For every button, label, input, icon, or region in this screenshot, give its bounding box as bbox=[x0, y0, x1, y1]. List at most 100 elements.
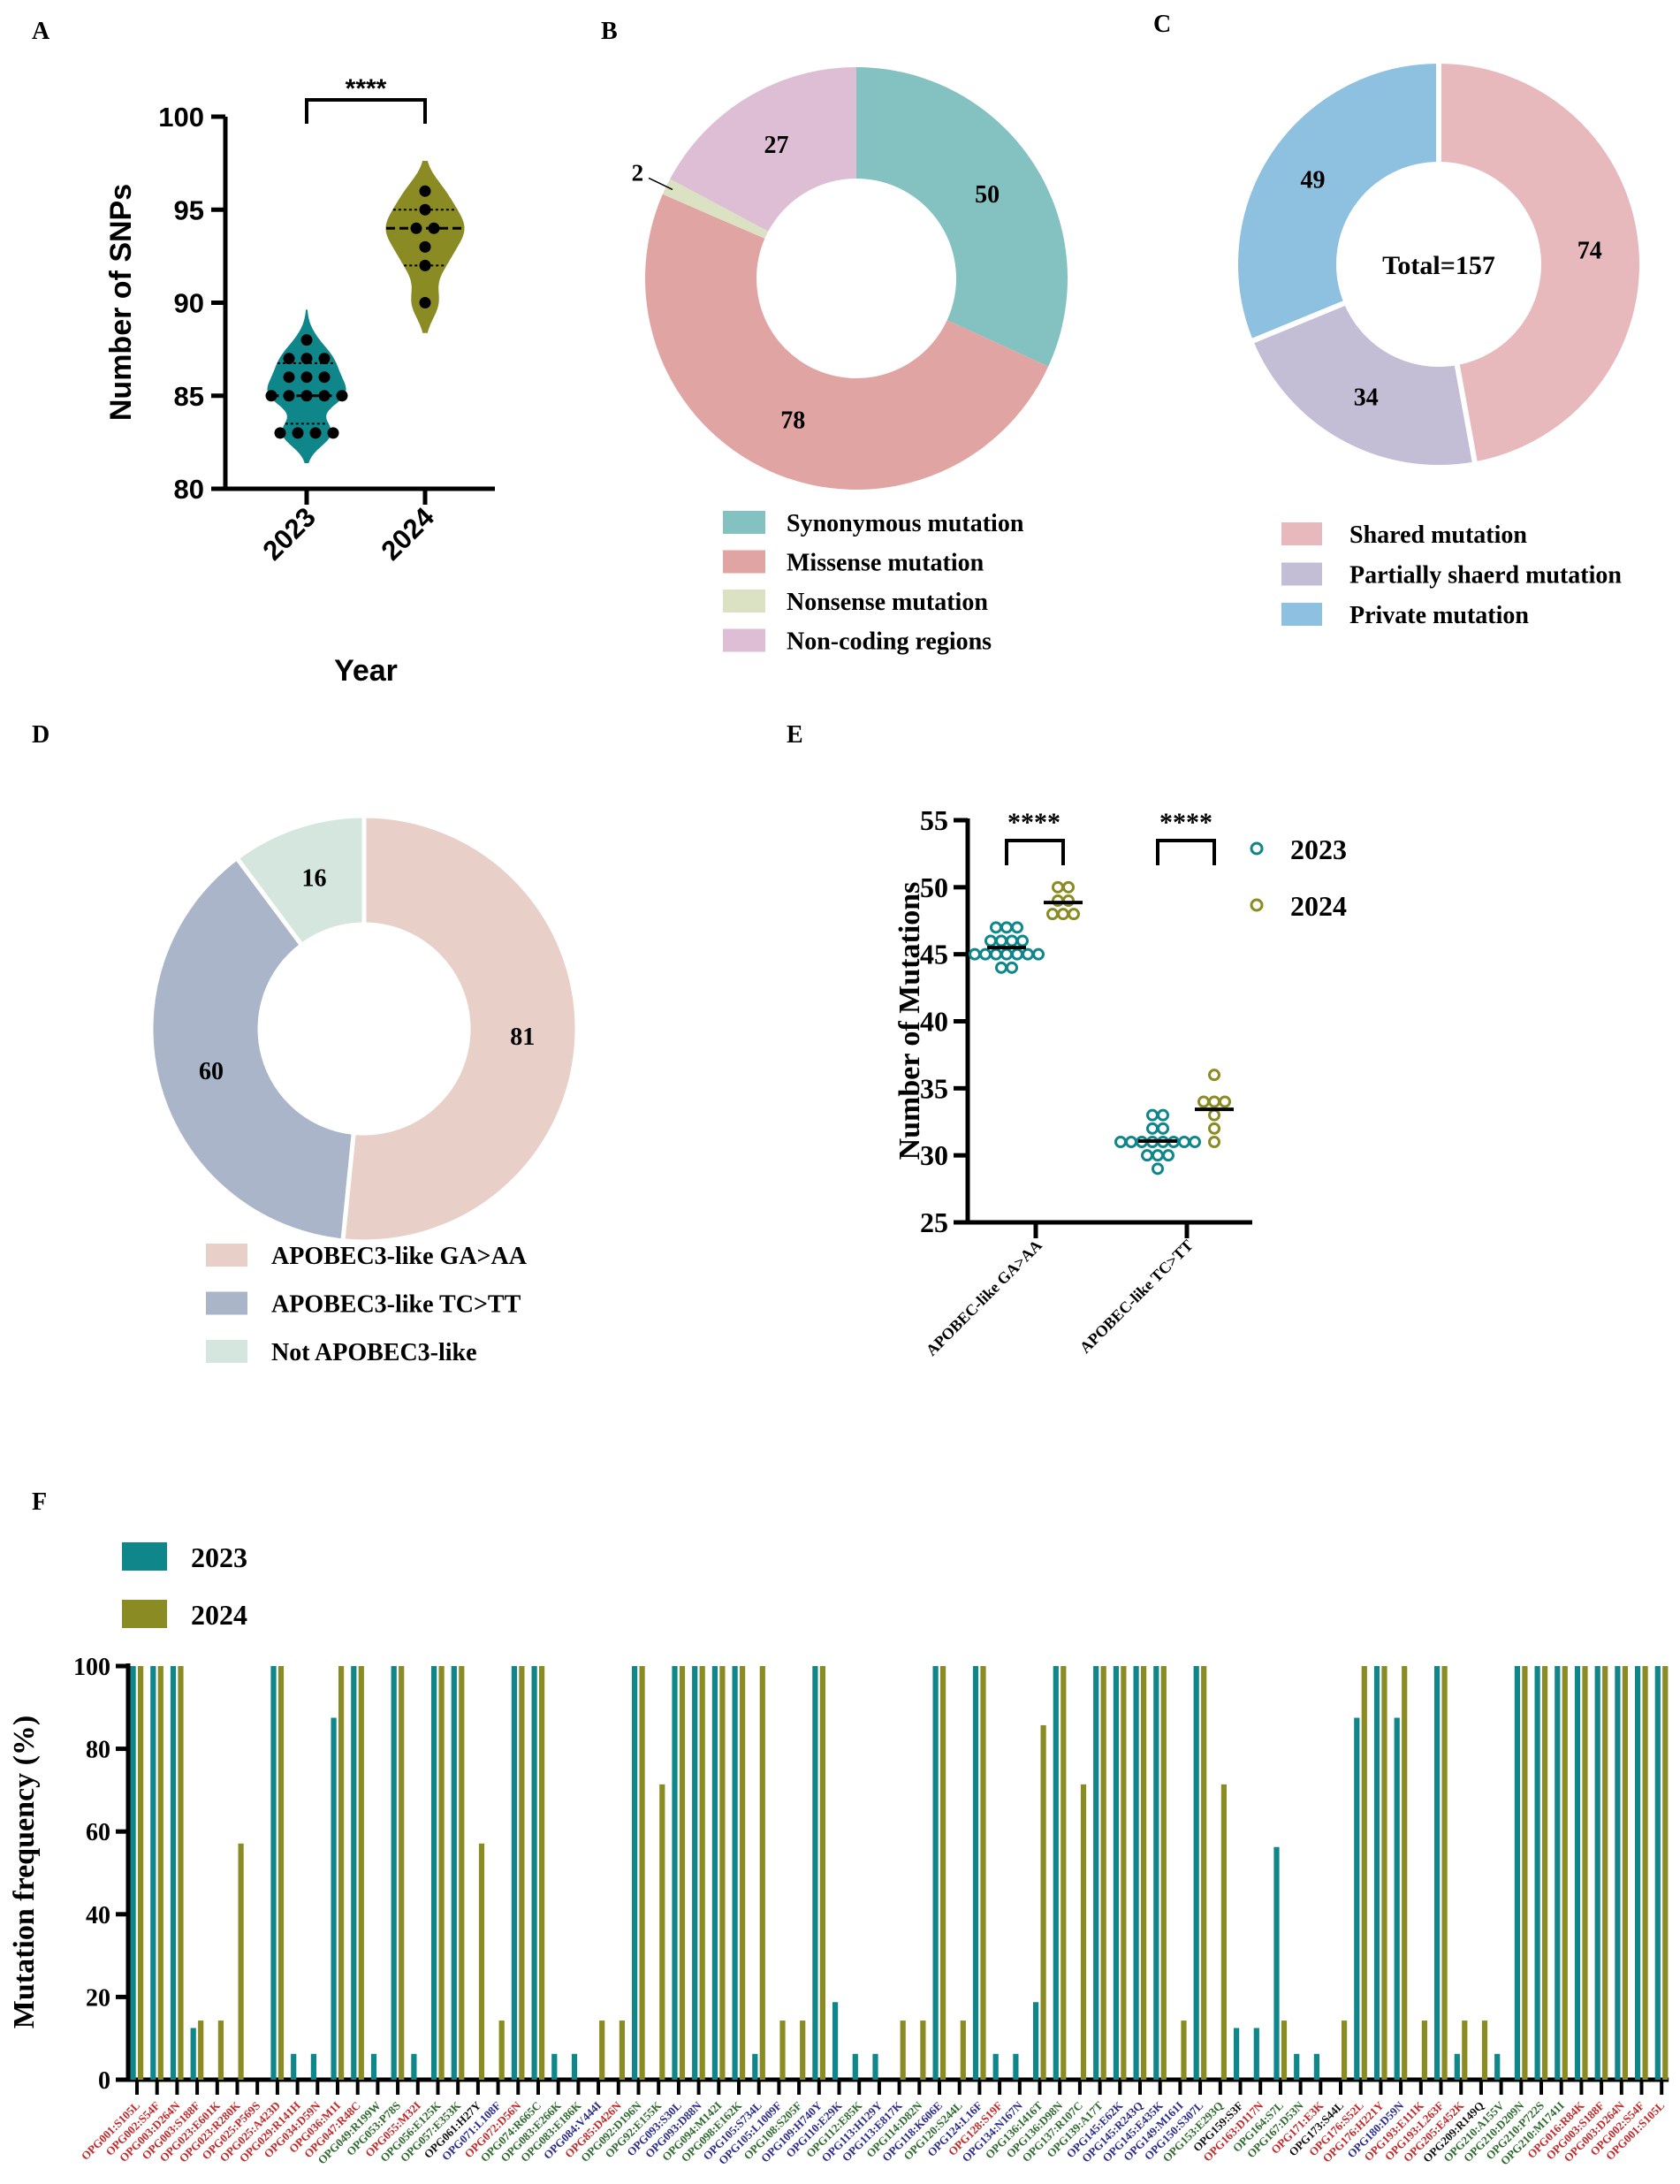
bar-2023 bbox=[170, 1666, 177, 2080]
bar-2023 bbox=[1354, 1717, 1360, 2080]
panel-e-y-axis-label: Number of Mutations bbox=[893, 882, 926, 1160]
data-point bbox=[419, 297, 431, 308]
bar-2023 bbox=[130, 1666, 136, 2080]
bar-2024 bbox=[198, 2020, 204, 2080]
bar-2023 bbox=[1534, 1666, 1540, 2080]
bar-2023 bbox=[150, 1666, 156, 2080]
bar-2024 bbox=[940, 1666, 946, 2080]
panel-e-y-tick-label: 50 bbox=[920, 871, 948, 903]
data-point bbox=[265, 390, 277, 402]
data-point bbox=[1057, 908, 1069, 921]
panel-f-legend-2023-label: 2023 bbox=[191, 1541, 247, 1573]
legend-swatch bbox=[1281, 562, 1322, 586]
legend-swatch bbox=[723, 590, 765, 613]
slice-value-label: 49 bbox=[1301, 167, 1326, 194]
data-point bbox=[1208, 1095, 1220, 1108]
panel-e-y-tick-label: 30 bbox=[920, 1139, 948, 1171]
bar-2023 bbox=[370, 2053, 377, 2080]
panel-e-significance-bracket bbox=[1005, 839, 1065, 865]
data-point bbox=[1197, 1095, 1210, 1108]
bar-2024 bbox=[1100, 1666, 1106, 2080]
bar-2023 bbox=[1033, 2002, 1039, 2080]
donut-slice bbox=[670, 67, 856, 232]
bar-2024 bbox=[1562, 1666, 1568, 2080]
bar-2024 bbox=[1522, 1666, 1528, 2080]
panel-label-b: B bbox=[601, 18, 618, 45]
bar-2024 bbox=[277, 1666, 285, 2080]
data-point bbox=[283, 371, 295, 384]
bar-2024 bbox=[1121, 1666, 1127, 2080]
bar-2023 bbox=[291, 2053, 297, 2080]
bar-2024 bbox=[679, 1666, 686, 2080]
donut-slice bbox=[856, 67, 1068, 367]
slice-value-label: 81 bbox=[510, 1024, 535, 1051]
data-point bbox=[1141, 1149, 1153, 1162]
panel-d-legend: APOBEC3-like GA>AA APOBEC3-like TC>TT Not … bbox=[206, 1243, 528, 1366]
legend-swatch bbox=[723, 511, 765, 534]
bar-2024 bbox=[759, 1666, 765, 2080]
data-point bbox=[283, 390, 295, 402]
bar-2023 bbox=[752, 2053, 758, 2080]
bar-2023 bbox=[1394, 1717, 1400, 2080]
legend-label: Nonsense mutation bbox=[787, 589, 988, 616]
panel-label-a: A bbox=[32, 18, 50, 45]
bar-2024 bbox=[1181, 2020, 1187, 2080]
bar-2024 bbox=[1201, 1666, 1207, 2080]
bar-2023 bbox=[1594, 1666, 1600, 2080]
bar-2023 bbox=[551, 2053, 558, 2080]
panel-e-y-tick-label: 35 bbox=[920, 1072, 948, 1104]
panel-a: Number of SNPs Year **** 808590951002023… bbox=[104, 74, 495, 688]
bar-2024 bbox=[1160, 1666, 1167, 2080]
panel-f-legend-2024-label: 2024 bbox=[191, 1599, 247, 1631]
bar-2024 bbox=[699, 1666, 705, 2080]
data-point bbox=[419, 203, 431, 216]
panel-b: 50 78 2 27 Synonymous mutation Missense muta… bbox=[632, 67, 1068, 656]
donut-slice bbox=[662, 179, 769, 239]
panel-f-plot: 020406080100OPG001:S105LOPG002:S54FOPG00… bbox=[73, 1654, 1669, 2168]
bar-2024 bbox=[157, 1666, 163, 2080]
bar-2024 bbox=[1602, 1666, 1608, 2080]
donut-slice bbox=[148, 855, 356, 1244]
bar-2023 bbox=[1574, 1666, 1581, 2080]
panel-e-plot: 25 30 35 40 45 50 55 bbox=[920, 804, 1264, 1238]
legend-swatch bbox=[723, 550, 765, 574]
bar-2024 bbox=[539, 1666, 545, 2080]
panel-e-y-tick-label: 25 bbox=[920, 1206, 948, 1238]
bar-2024 bbox=[1462, 2020, 1468, 2080]
data-point bbox=[300, 334, 313, 346]
donut-slice bbox=[1233, 57, 1441, 346]
data-point bbox=[327, 427, 339, 439]
bar-2024 bbox=[1141, 1666, 1147, 2080]
bar-2023 bbox=[1013, 2053, 1019, 2080]
data-point bbox=[990, 921, 1002, 934]
panel-a-y-axis-label: Number of SNPs bbox=[104, 184, 138, 421]
bar-2024 bbox=[639, 1666, 645, 2080]
bar-2024 bbox=[519, 1666, 525, 2080]
data-point bbox=[1022, 947, 1034, 961]
bar-2023 bbox=[351, 1666, 357, 2080]
bar-2023 bbox=[711, 1666, 718, 2080]
bar-2023 bbox=[852, 2053, 858, 2080]
bar-2023 bbox=[1615, 1666, 1621, 2080]
bar-2024 bbox=[800, 2020, 806, 2080]
data-point bbox=[1208, 1108, 1220, 1122]
bar-2023 bbox=[1514, 1666, 1520, 2080]
bar-2024 bbox=[338, 1666, 345, 2080]
legend-swatch bbox=[723, 628, 765, 652]
bar-2023 bbox=[270, 1666, 277, 2080]
bar-2023 bbox=[451, 1666, 457, 2080]
panel-c-donut: 74 34 49 bbox=[1233, 57, 1645, 470]
bar-2023 bbox=[1053, 1666, 1059, 2080]
bar-2023 bbox=[1273, 1846, 1280, 2080]
donut-slice bbox=[645, 194, 1049, 490]
bar-2024 bbox=[1080, 1784, 1087, 2080]
bar-2024 bbox=[1060, 1666, 1067, 2080]
data-point bbox=[318, 371, 331, 384]
bar-2024 bbox=[238, 1843, 244, 2080]
legend-label: APOBEC3-like TC>TT bbox=[271, 1291, 521, 1319]
bar-2024 bbox=[920, 2020, 926, 2080]
bar-2023 bbox=[391, 1666, 397, 2080]
bar-2023 bbox=[1234, 2028, 1240, 2080]
legend-label: Non-coding regions bbox=[787, 628, 992, 656]
